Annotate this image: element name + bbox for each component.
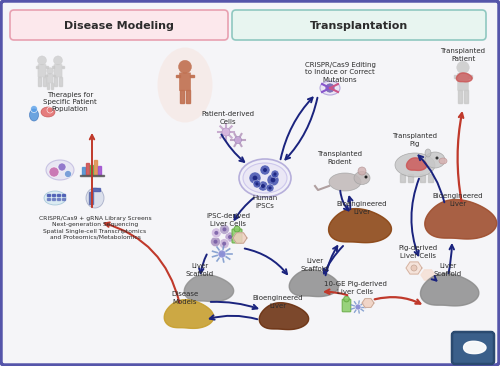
Text: Human
iPSCs: Human iPSCs (252, 195, 278, 209)
Circle shape (225, 232, 235, 242)
Ellipse shape (41, 107, 55, 117)
Circle shape (267, 174, 279, 186)
Ellipse shape (243, 163, 287, 193)
Bar (62, 194, 65, 196)
Circle shape (270, 178, 276, 182)
Ellipse shape (354, 172, 370, 184)
Circle shape (355, 304, 361, 310)
Polygon shape (164, 300, 214, 328)
Circle shape (256, 182, 258, 186)
Circle shape (249, 172, 261, 184)
Bar (46, 75, 48, 76)
Bar (464, 90, 468, 102)
Polygon shape (421, 270, 435, 280)
Polygon shape (464, 341, 486, 354)
Circle shape (222, 242, 226, 246)
Circle shape (228, 235, 232, 239)
Bar (89, 192, 93, 204)
FancyBboxPatch shape (180, 73, 190, 91)
Bar (36, 66, 38, 68)
Ellipse shape (320, 81, 340, 95)
Text: CRISPR/Cas9 Editing
to Induce or Correct
Mutations: CRISPR/Cas9 Editing to Induce or Correct… (304, 61, 376, 82)
Bar (428, 174, 433, 182)
Circle shape (457, 61, 469, 74)
Circle shape (214, 231, 218, 235)
Bar (86, 163, 89, 175)
Bar (454, 75, 458, 78)
Circle shape (258, 181, 268, 191)
Ellipse shape (30, 109, 38, 121)
Circle shape (266, 184, 274, 192)
Circle shape (260, 165, 270, 175)
Bar (42, 76, 45, 86)
Polygon shape (259, 303, 308, 330)
Bar (92, 188, 100, 191)
Ellipse shape (158, 48, 212, 123)
Bar (57, 198, 60, 199)
Circle shape (58, 163, 66, 171)
Circle shape (344, 296, 349, 302)
Circle shape (436, 157, 438, 160)
Ellipse shape (239, 159, 291, 197)
Polygon shape (328, 209, 392, 243)
Text: Therapies for
Specific Patient
Population: Therapies for Specific Patient Populatio… (43, 92, 97, 112)
Text: Bioengineered
Liver: Bioengineered Liver (337, 201, 387, 215)
Bar (458, 90, 462, 102)
Text: Disease
Models: Disease Models (172, 291, 198, 305)
Polygon shape (406, 262, 422, 274)
Bar (82, 167, 85, 175)
Circle shape (222, 128, 230, 136)
FancyBboxPatch shape (232, 10, 486, 40)
Text: Pig-derived
Liver Cells: Pig-derived Liver Cells (398, 245, 438, 259)
Polygon shape (456, 73, 472, 82)
Circle shape (54, 56, 62, 65)
Bar (468, 75, 472, 78)
Ellipse shape (44, 191, 66, 205)
Bar (47, 194, 50, 196)
Bar (52, 198, 55, 199)
Circle shape (325, 83, 335, 93)
Polygon shape (420, 274, 479, 306)
Bar (47, 198, 50, 199)
Polygon shape (406, 158, 426, 171)
Bar (98, 166, 101, 175)
FancyBboxPatch shape (47, 74, 53, 83)
Circle shape (64, 171, 71, 178)
FancyBboxPatch shape (10, 10, 228, 40)
Bar (50, 83, 52, 89)
Text: Bioengineered
Liver: Bioengineered Liver (253, 295, 303, 309)
Bar (46, 66, 48, 68)
Polygon shape (362, 299, 374, 307)
Bar (400, 174, 405, 182)
Circle shape (218, 250, 226, 258)
Circle shape (234, 226, 240, 232)
Text: Transplanted
Rodent: Transplanted Rodent (318, 151, 362, 165)
Circle shape (220, 224, 230, 234)
Bar (62, 198, 65, 199)
FancyBboxPatch shape (232, 229, 242, 243)
Ellipse shape (329, 173, 361, 191)
Circle shape (364, 176, 368, 179)
FancyBboxPatch shape (38, 64, 46, 77)
Bar (52, 194, 55, 196)
Bar (52, 75, 54, 76)
Bar (48, 83, 50, 89)
Circle shape (261, 184, 265, 188)
Circle shape (38, 56, 46, 65)
Text: 10-GE Pig-derived
Liver Cells: 10-GE Pig-derived Liver Cells (324, 281, 386, 295)
Bar (94, 160, 97, 175)
Circle shape (178, 60, 192, 73)
Ellipse shape (86, 188, 104, 208)
Bar (186, 90, 190, 103)
Text: Liver
Scaffold: Liver Scaffold (434, 263, 462, 277)
Bar (80, 175, 104, 176)
Circle shape (358, 167, 366, 175)
Ellipse shape (425, 152, 445, 168)
Bar (62, 66, 64, 68)
Bar (57, 194, 60, 196)
Circle shape (47, 68, 53, 74)
Text: Bioengineered
Liver: Bioengineered Liver (433, 193, 483, 207)
Polygon shape (233, 233, 247, 243)
Text: CRISPR/Cas9 + gRNA Library Screens
Next-generation Sequencing
Spatial Single-cel: CRISPR/Cas9 + gRNA Library Screens Next-… (38, 216, 152, 240)
